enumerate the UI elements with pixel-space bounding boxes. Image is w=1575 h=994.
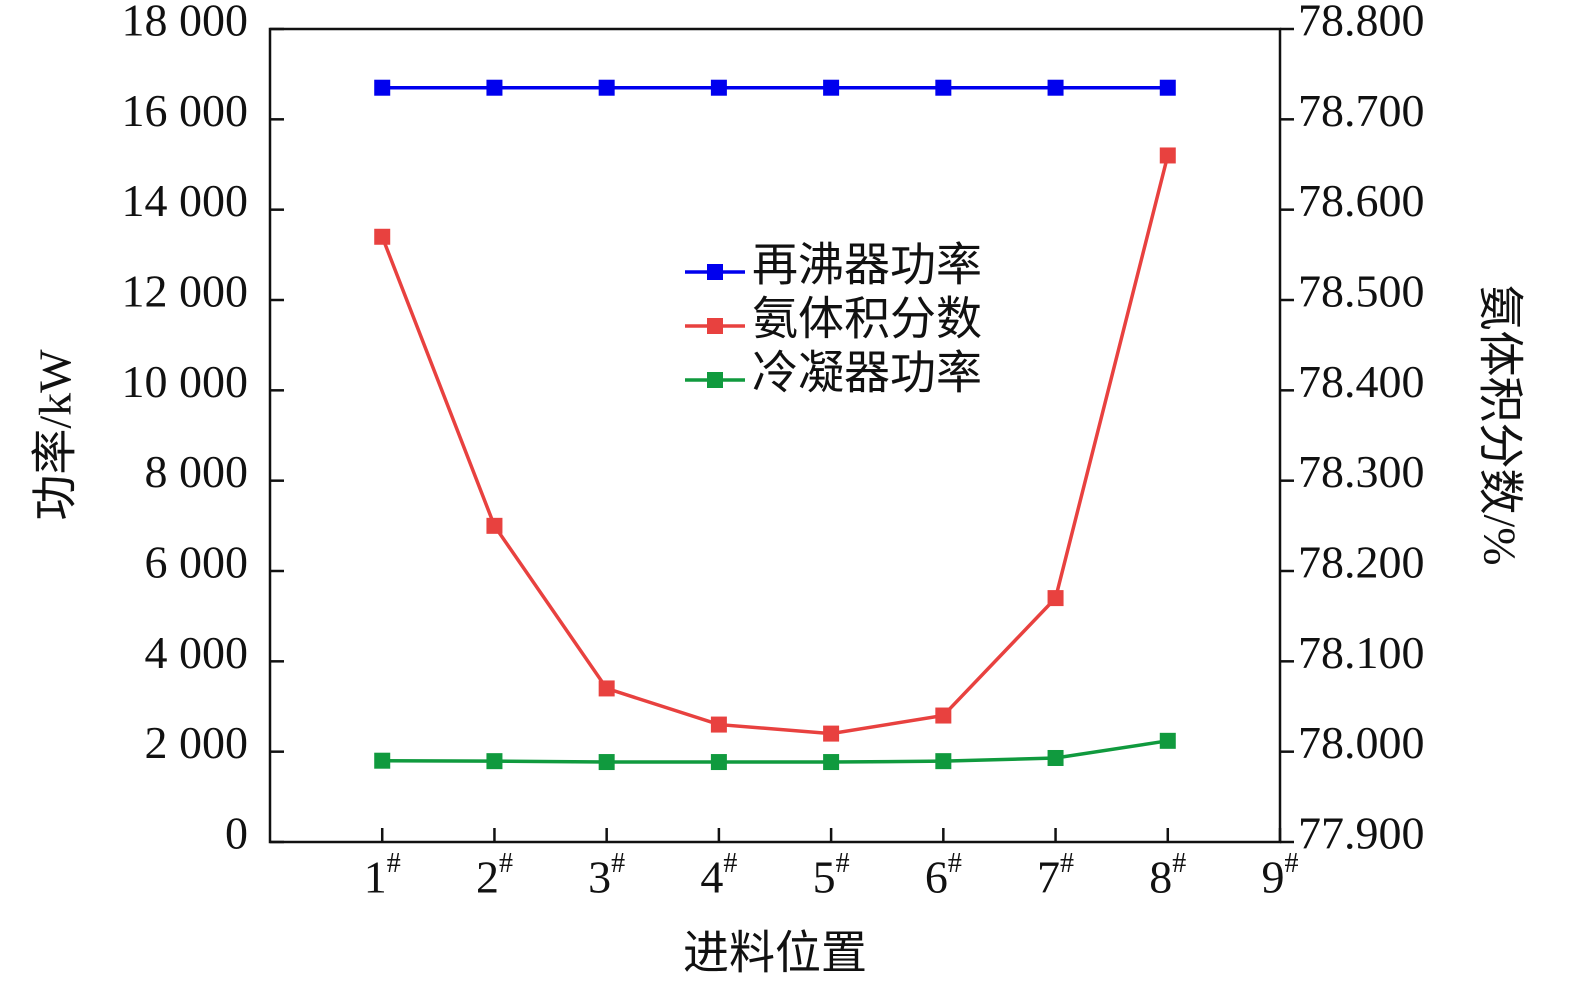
series-marker (1159, 79, 1176, 96)
x-tick-label: 1# (364, 848, 401, 902)
series-marker (486, 753, 503, 770)
y-tick-label: 10 000 (122, 356, 249, 407)
series-line (380, 155, 1170, 736)
series-marker (935, 753, 952, 770)
x-tick-label: 6# (925, 848, 962, 902)
series-marker (710, 754, 727, 771)
series-marker (1159, 147, 1176, 164)
plot-frame (268, 27, 1282, 844)
x-tick-label: 7# (1037, 848, 1074, 902)
series-line (382, 739, 1169, 764)
series-marker (823, 754, 840, 771)
x-tick-label: 3# (588, 848, 625, 902)
y2-tick-label: 78.500 (1298, 266, 1425, 317)
y-tick-label: 4 000 (145, 627, 249, 678)
y2-tick-label: 78.800 (1298, 0, 1425, 46)
series-marker (1047, 590, 1064, 607)
y2-axis-label: 氨体积分数/% (1474, 284, 1525, 565)
y2-tick-label: 78.300 (1298, 446, 1425, 497)
series-marker (710, 79, 727, 96)
series-marker (374, 228, 391, 245)
series-marker (598, 79, 615, 96)
series-marker (374, 752, 391, 769)
y2-tick-label: 78.000 (1298, 717, 1425, 768)
x-tick-label: 5# (813, 848, 850, 902)
series-marker (823, 725, 840, 742)
series-marker (486, 79, 503, 96)
y2-tick-label: 78.100 (1298, 627, 1425, 678)
y-tick-label: 12 000 (122, 266, 249, 317)
x-tick-label: 9# (1262, 848, 1299, 902)
x-tick-label: 8# (1149, 848, 1186, 902)
series-marker (1047, 749, 1064, 766)
series-marker (935, 79, 952, 96)
series-marker (710, 716, 727, 733)
x-tick-label: 4# (700, 848, 737, 902)
series-marker (486, 517, 503, 534)
x-tick-label: 2# (476, 848, 513, 902)
y-tick-label: 16 000 (122, 85, 249, 136)
legend-label: 冷凝器功率 (752, 348, 982, 399)
series-marker (935, 707, 952, 724)
y2-tick-label: 77.900 (1298, 808, 1425, 859)
series-marker (823, 79, 840, 96)
series-marker (1159, 732, 1176, 749)
legend-marker (707, 264, 723, 280)
series-marker (374, 79, 391, 96)
y2-tick-label: 78.400 (1298, 356, 1425, 407)
legend-marker (707, 372, 723, 388)
y-tick-label: 14 000 (122, 175, 249, 226)
y-tick-label: 0 (225, 808, 248, 859)
x-axis-label: 进料位置 (683, 928, 867, 979)
y2-tick-label: 78.600 (1298, 175, 1425, 226)
y2-tick-label: 78.200 (1298, 537, 1425, 588)
legend-label: 再沸器功率 (752, 240, 982, 291)
y2-tick-label: 78.700 (1298, 85, 1425, 136)
y-axis-label: 功率/kW (30, 349, 81, 521)
series-marker (598, 754, 615, 771)
y-tick-label: 2 000 (145, 717, 249, 768)
series-marker (1047, 79, 1064, 96)
y-tick-label: 18 000 (122, 0, 249, 46)
y-tick-label: 6 000 (145, 537, 249, 588)
legend-label: 氨体积分数 (752, 294, 982, 345)
legend-marker (707, 318, 723, 334)
y-tick-label: 8 000 (145, 446, 249, 497)
series-marker (598, 680, 615, 697)
